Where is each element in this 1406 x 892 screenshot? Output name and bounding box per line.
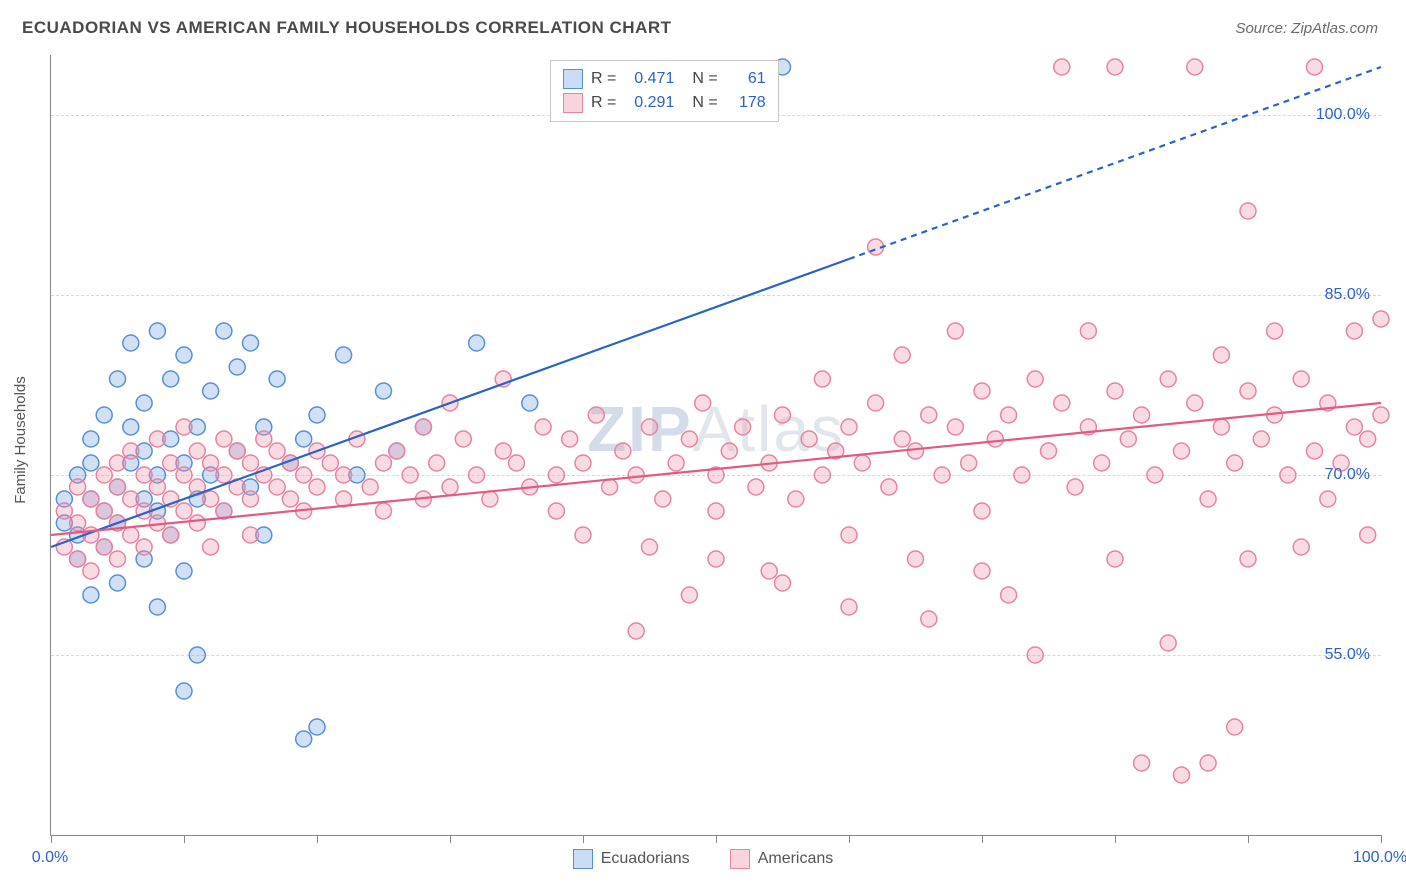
legend-swatch: [730, 849, 750, 869]
trend-line-dashed: [849, 67, 1381, 259]
y-tick-label: 85.0%: [1325, 286, 1370, 304]
trendlines-svg: [51, 55, 1381, 835]
x-tick: [716, 835, 717, 843]
x-tick: [1115, 835, 1116, 843]
x-tick: [184, 835, 185, 843]
x-tick: [450, 835, 451, 843]
trend-line: [51, 403, 1381, 535]
chart-title: ECUADORIAN VS AMERICAN FAMILY HOUSEHOLDS…: [22, 18, 672, 38]
legend-n-label: N =: [692, 91, 717, 115]
legend-series-name: Americans: [758, 850, 834, 868]
legend-n-value: 61: [726, 67, 766, 91]
trend-line: [51, 259, 849, 547]
legend-n-value: 178: [726, 91, 766, 115]
legend-series-item: Ecuadorians: [573, 849, 690, 869]
legend-series-name: Ecuadorians: [601, 850, 690, 868]
legend-r-label: R =: [591, 91, 616, 115]
legend-r-label: R =: [591, 67, 616, 91]
legend-stats-row: R = 0.291 N = 178: [563, 91, 766, 115]
legend-swatch: [563, 93, 583, 113]
x-tick-label: 100.0%: [1353, 849, 1406, 867]
x-tick: [1381, 835, 1382, 843]
source-label: Source: ZipAtlas.com: [1235, 20, 1378, 37]
legend-stats: R = 0.471 N = 61 R = 0.291 N = 178: [550, 60, 779, 122]
x-tick: [51, 835, 52, 843]
y-tick-label: 100.0%: [1316, 106, 1370, 124]
x-tick: [583, 835, 584, 843]
x-tick: [982, 835, 983, 843]
x-tick-label: 0.0%: [32, 849, 68, 867]
chart-container: ECUADORIAN VS AMERICAN FAMILY HOUSEHOLDS…: [0, 0, 1406, 892]
legend-swatch: [573, 849, 593, 869]
plot-area: ZIPAtlas: [50, 55, 1381, 836]
y-axis-title: Family Households: [12, 376, 29, 504]
legend-stats-row: R = 0.471 N = 61: [563, 67, 766, 91]
y-tick-label: 55.0%: [1325, 646, 1370, 664]
legend-swatch: [563, 69, 583, 89]
x-tick: [849, 835, 850, 843]
legend-r-value: 0.471: [624, 67, 674, 91]
x-tick: [1248, 835, 1249, 843]
y-tick-label: 70.0%: [1325, 466, 1370, 484]
x-tick: [317, 835, 318, 843]
legend-r-value: 0.291: [624, 91, 674, 115]
legend-n-label: N =: [692, 67, 717, 91]
legend-series: Ecuadorians Americans: [0, 849, 1406, 874]
legend-series-item: Americans: [730, 849, 834, 869]
